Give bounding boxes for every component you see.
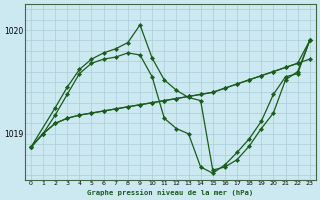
X-axis label: Graphe pression niveau de la mer (hPa): Graphe pression niveau de la mer (hPa) (87, 189, 253, 196)
